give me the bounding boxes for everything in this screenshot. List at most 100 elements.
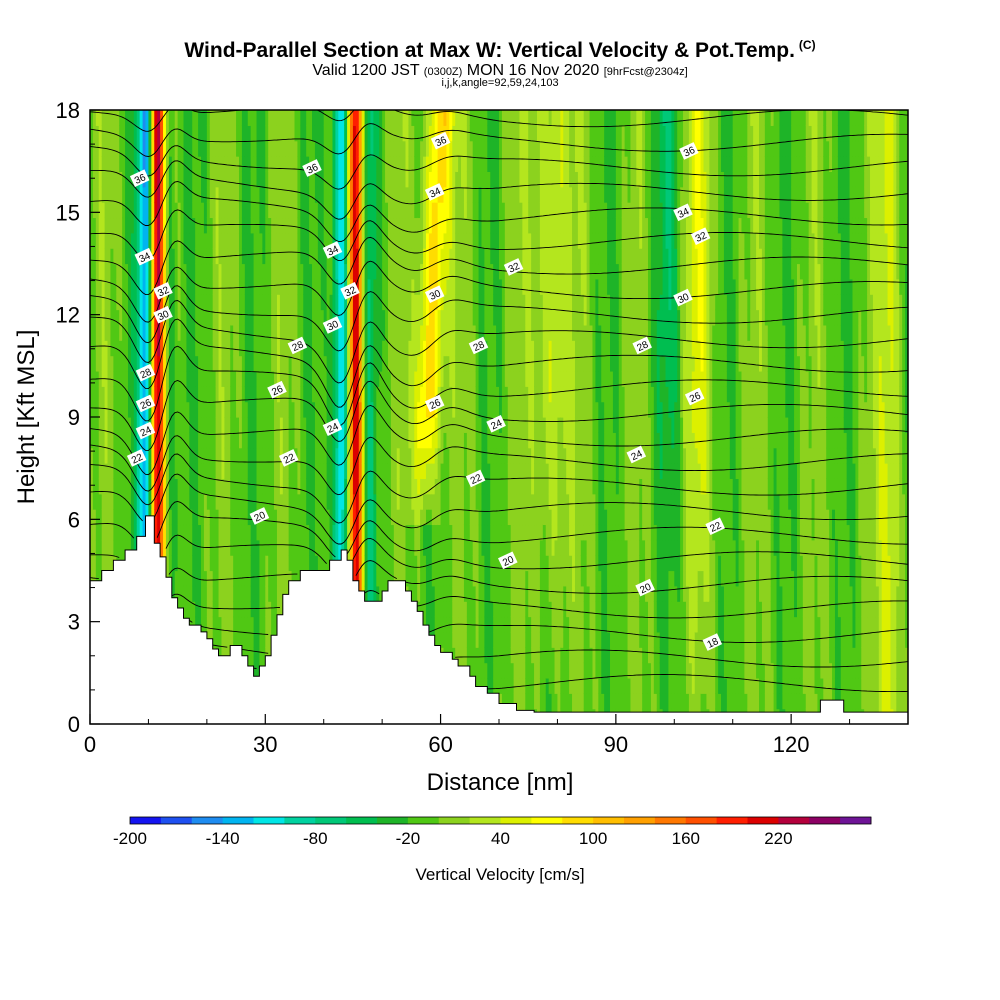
velocity-cell <box>323 432 328 449</box>
velocity-cell <box>236 248 240 265</box>
velocity-cell <box>393 386 398 403</box>
velocity-cell <box>142 125 147 142</box>
velocity-cell <box>157 340 161 357</box>
velocity-cell <box>195 386 199 403</box>
velocity-cell <box>133 202 138 219</box>
velocity-cell <box>157 432 161 449</box>
velocity-cell <box>90 232 94 249</box>
velocity-cell <box>244 110 249 111</box>
velocity-cell <box>241 509 246 526</box>
velocity-cell <box>379 110 383 126</box>
velocity-cell <box>370 140 374 157</box>
velocity-cell <box>110 217 114 234</box>
velocity-cell <box>268 110 272 126</box>
velocity-cell <box>221 539 225 556</box>
velocity-cell <box>297 309 301 326</box>
velocity-cell <box>212 631 217 648</box>
velocity-cell <box>329 539 334 556</box>
velocity-cell <box>133 309 138 326</box>
velocity-cell <box>256 616 261 633</box>
velocity-cell <box>148 370 152 387</box>
velocity-cell <box>174 309 179 326</box>
velocity-cell <box>195 616 199 633</box>
velocity-cell <box>107 248 112 265</box>
velocity-cell <box>408 524 412 541</box>
velocity-cell <box>279 539 284 556</box>
velocity-cell <box>414 355 418 372</box>
velocity-cell <box>434 156 439 172</box>
velocity-cell <box>98 232 103 249</box>
velocity-cell <box>300 401 304 418</box>
velocity-cell <box>402 248 407 265</box>
velocity-cell <box>303 355 307 372</box>
velocity-cell <box>241 417 246 433</box>
velocity-cell <box>285 232 290 249</box>
velocity-cell <box>236 232 240 249</box>
velocity-cell <box>262 171 266 188</box>
velocity-cell <box>203 601 208 618</box>
velocity-cell <box>399 263 404 280</box>
velocity-cell <box>90 355 94 372</box>
velocity-cell <box>423 309 427 326</box>
velocity-cell <box>347 263 351 280</box>
velocity-cell <box>338 478 342 495</box>
velocity-cell <box>186 309 190 326</box>
velocity-cell <box>221 631 225 648</box>
velocity-cell <box>326 493 331 510</box>
velocity-cell <box>282 294 287 311</box>
velocity-cell <box>206 340 211 357</box>
velocity-cell <box>414 232 418 249</box>
velocity-cell <box>230 263 234 280</box>
velocity-cell <box>113 156 117 172</box>
velocity-cell <box>294 524 299 541</box>
velocity-cell <box>107 156 112 172</box>
velocity-cell <box>294 156 299 172</box>
velocity-cell <box>101 463 106 479</box>
velocity-cell <box>367 432 372 449</box>
velocity-cell <box>151 171 155 188</box>
velocity-cell <box>95 447 100 464</box>
velocity-cell <box>423 232 427 249</box>
velocity-cell <box>160 340 164 357</box>
velocity-cell <box>250 125 255 142</box>
velocity-cell <box>163 386 167 403</box>
velocity-cell <box>329 432 334 449</box>
velocity-cell <box>250 447 255 464</box>
velocity-cell <box>326 217 331 234</box>
velocity-cell <box>300 478 304 495</box>
velocity-cell <box>195 232 199 249</box>
velocity-cell <box>338 524 342 541</box>
velocity-cell <box>174 110 179 111</box>
velocity-cell <box>370 432 374 449</box>
velocity-cell <box>212 509 217 526</box>
velocity-cell <box>376 263 380 280</box>
forecast-info: [9hrFcst@2304z] <box>603 66 688 78</box>
velocity-cell <box>285 585 290 602</box>
velocity-cell <box>259 539 263 556</box>
velocity-cell <box>423 585 427 602</box>
velocity-cell <box>262 585 266 602</box>
velocity-cell <box>233 401 237 418</box>
velocity-cell <box>247 294 252 311</box>
velocity-cell <box>212 309 217 326</box>
velocity-cell <box>312 140 316 157</box>
velocity-cell <box>390 278 395 295</box>
velocity-cell <box>399 294 404 311</box>
velocity-cell <box>382 140 386 157</box>
velocity-cell <box>312 539 316 556</box>
velocity-cell <box>317 524 322 541</box>
velocity-cell <box>265 555 269 572</box>
velocity-cell <box>423 171 427 188</box>
velocity-cell <box>253 570 258 587</box>
velocity-cell <box>335 524 339 541</box>
velocity-cell <box>411 278 415 295</box>
velocity-cell <box>198 524 202 541</box>
velocity-cell <box>344 110 348 111</box>
velocity-cell <box>212 156 217 172</box>
velocity-cell <box>95 340 100 357</box>
velocity-cell <box>350 355 354 372</box>
velocity-cell <box>160 140 164 157</box>
velocity-cell <box>411 110 415 111</box>
velocity-cell <box>390 202 395 219</box>
velocity-cell <box>186 370 190 387</box>
